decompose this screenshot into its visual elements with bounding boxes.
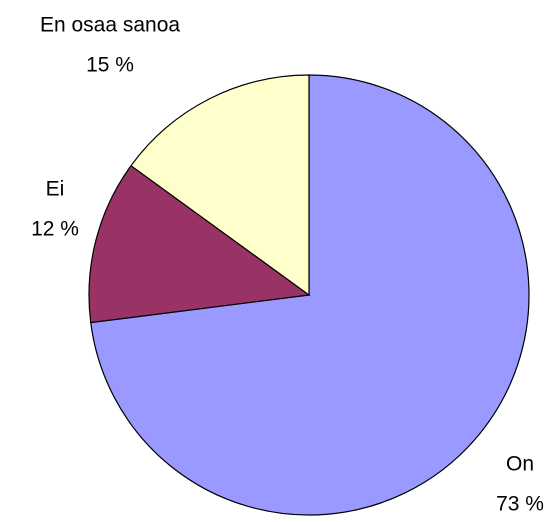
slice-label: Ei: [46, 178, 65, 201]
slice-value-label: 15 %: [86, 54, 134, 77]
slice-value-label: 12 %: [31, 218, 79, 241]
slice-label: En osaa sanoa: [40, 14, 180, 37]
pie-slice: [130, 74, 310, 297]
pie-slice: [88, 164, 311, 324]
slice-label: On: [506, 453, 534, 476]
slice-value-label: 73 %: [496, 493, 544, 516]
